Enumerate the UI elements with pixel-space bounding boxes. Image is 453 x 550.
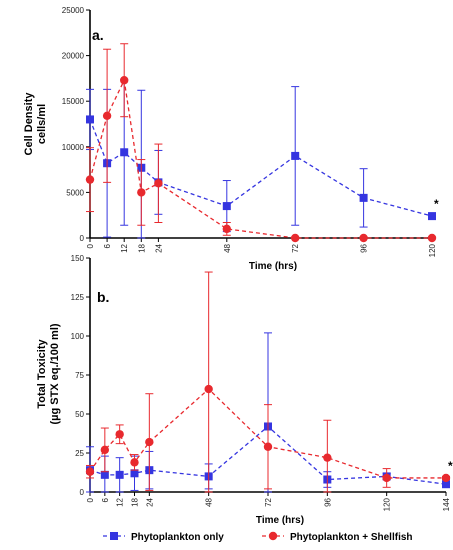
data-point-circle xyxy=(145,438,153,446)
y-tick-label: 10000 xyxy=(62,143,85,152)
data-point-circle xyxy=(86,468,94,476)
significance-asterisk: * xyxy=(434,197,439,211)
x-tick-label: 18 xyxy=(131,497,140,506)
y-axis-title-line: (µg STX eq./100 ml) xyxy=(49,323,61,424)
data-point-square xyxy=(120,148,128,156)
x-tick-label: 12 xyxy=(120,243,129,252)
legend: Phytoplankton only Phytoplankton + Shellf… xyxy=(103,532,413,543)
y-tick-label: 150 xyxy=(71,254,85,263)
y-tick-label: 100 xyxy=(71,332,85,341)
y-axis-title-line: cells/ml xyxy=(36,104,48,144)
x-tick-label: 24 xyxy=(145,497,154,506)
y-tick-label: 0 xyxy=(80,234,85,243)
x-tick-label: 0 xyxy=(86,243,95,248)
y-tick-label: 15000 xyxy=(62,97,85,106)
data-point-circle xyxy=(291,234,299,242)
x-tick-label: 72 xyxy=(291,243,300,252)
data-point-circle xyxy=(154,179,162,187)
y-axis-title-line: Total Toxicity xyxy=(36,338,48,408)
panel-label: b. xyxy=(97,289,109,305)
y-axis-title-line: Cell Density xyxy=(23,92,35,156)
data-point-square xyxy=(116,471,124,479)
data-point-circle xyxy=(442,474,450,482)
chart-panel-b: 0 25 50 75 100 125 150 0 6 12 18 24 48 72 96 120 144 Time… xyxy=(36,254,453,526)
y-tick-label: 125 xyxy=(71,293,85,302)
x-tick-label: 18 xyxy=(137,243,146,252)
data-point-circle xyxy=(223,225,231,233)
chart-panel-a: 0 5000 10000 15000 20000 25000 0 6 12 18 24 48 72 96 1… xyxy=(23,6,439,272)
data-point-circle xyxy=(137,188,145,196)
legend-label: Phytoplankton + Shellfish xyxy=(290,532,413,543)
legend-marker-square xyxy=(110,532,118,540)
x-tick-label: 48 xyxy=(205,497,214,506)
data-point-circle xyxy=(130,458,138,466)
y-tick-label: 25000 xyxy=(62,6,85,15)
x-tick-label: 12 xyxy=(116,497,125,506)
x-tick-label: 72 xyxy=(264,497,273,506)
x-tick-label: 144 xyxy=(442,497,451,511)
data-point-circle xyxy=(428,234,436,242)
x-tick-label: 48 xyxy=(223,243,232,252)
x-tick-label: 96 xyxy=(323,497,332,506)
significance-asterisk: * xyxy=(448,459,453,473)
data-point-circle xyxy=(103,112,111,120)
data-point-circle xyxy=(120,76,128,84)
data-point-circle xyxy=(115,430,123,438)
x-axis-title: Time (hrs) xyxy=(256,515,304,526)
data-point-square xyxy=(428,212,436,220)
y-tick-label: 5000 xyxy=(66,188,84,197)
data-point-square xyxy=(86,115,94,123)
data-point-circle xyxy=(359,234,367,242)
data-point-square xyxy=(360,194,368,202)
x-tick-label: 120 xyxy=(428,243,437,257)
legend-marker-circle xyxy=(269,532,277,540)
x-tick-label: 96 xyxy=(360,243,369,252)
x-tick-label: 24 xyxy=(154,243,163,252)
data-point-circle xyxy=(323,453,331,461)
y-tick-label: 75 xyxy=(75,371,84,380)
legend-label: Phytoplankton only xyxy=(131,532,224,543)
y-tick-label: 25 xyxy=(75,449,84,458)
x-tick-label: 6 xyxy=(101,497,110,502)
data-point-square xyxy=(223,202,231,210)
data-point-circle xyxy=(101,446,109,454)
y-tick-label: 50 xyxy=(75,410,84,419)
panel-label: a. xyxy=(92,27,104,43)
x-tick-label: 6 xyxy=(103,243,112,248)
data-point-circle xyxy=(86,175,94,183)
x-axis-title: Time (hrs) xyxy=(249,261,297,272)
y-tick-label: 0 xyxy=(80,488,85,497)
y-tick-label: 20000 xyxy=(62,52,85,61)
x-tick-label: 0 xyxy=(86,497,95,502)
data-point-circle xyxy=(382,474,390,482)
x-tick-label: 120 xyxy=(383,497,392,511)
data-point-circle xyxy=(204,385,212,393)
data-point-square xyxy=(291,152,299,160)
data-point-circle xyxy=(264,443,272,451)
